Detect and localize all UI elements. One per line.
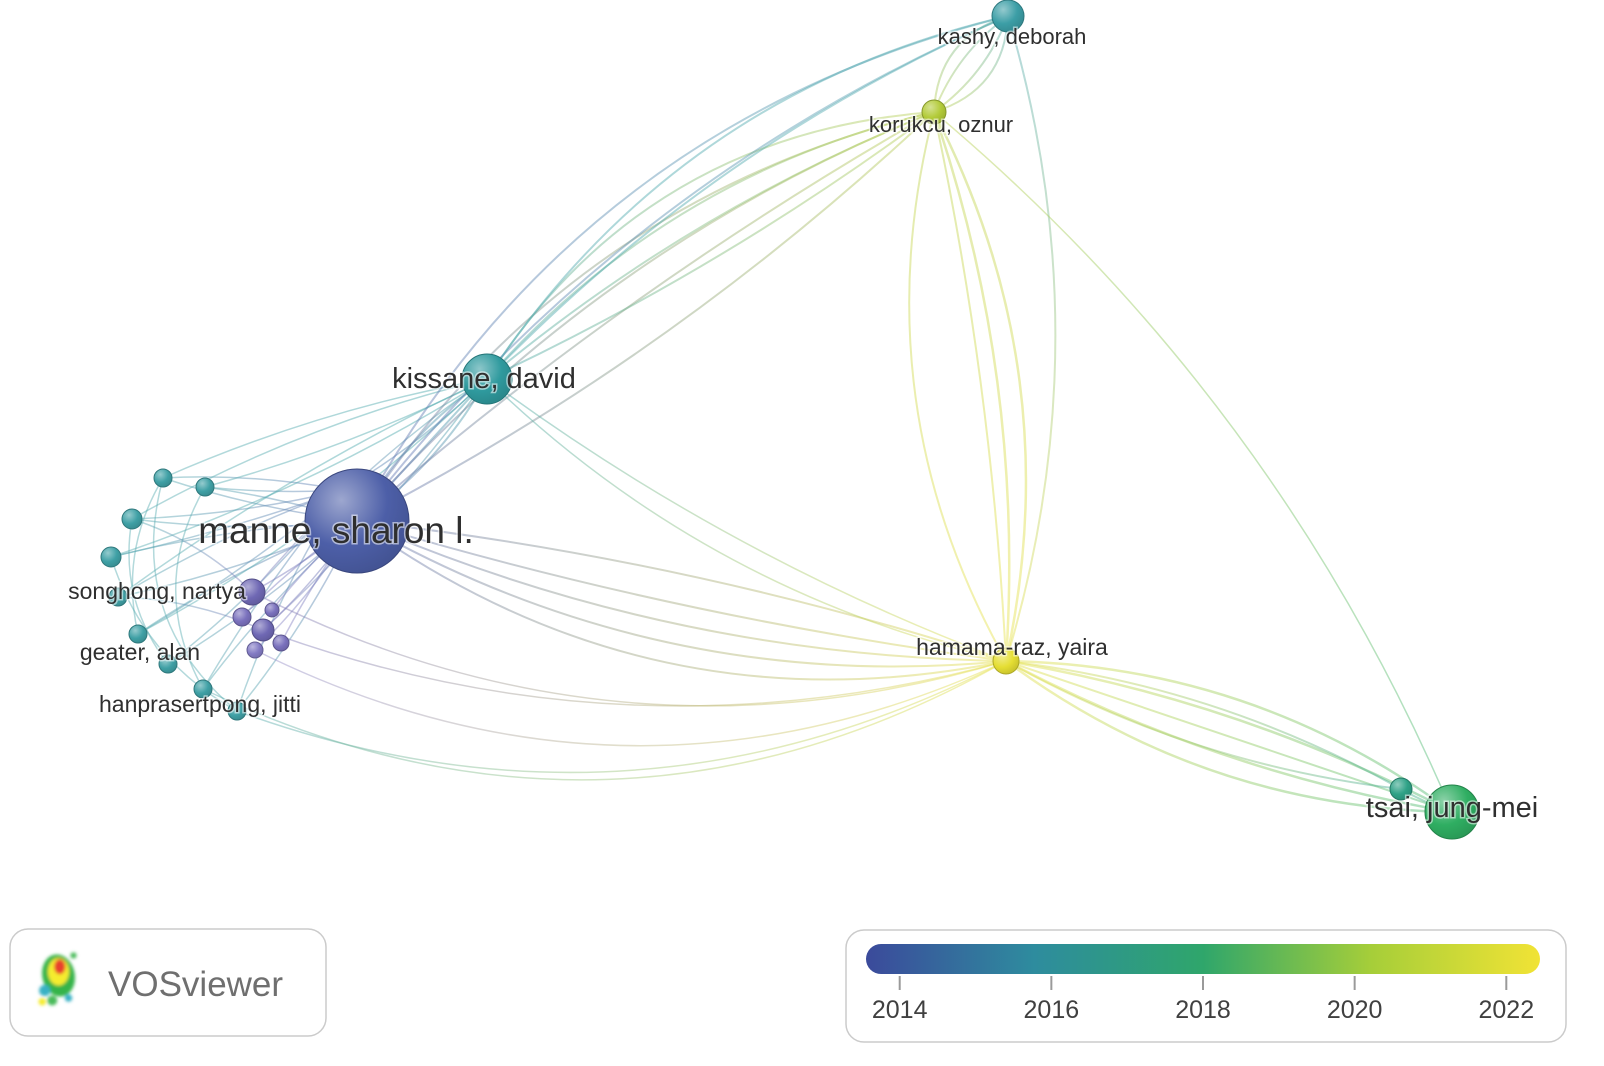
edges-layer [110, 15, 1454, 814]
author-label[interactable]: tsai, jung-mei [1364, 791, 1539, 826]
author-label[interactable]: kashy, deborah [936, 23, 1088, 51]
coauthorship-edge [1005, 660, 1453, 813]
author-node[interactable] [153, 468, 173, 488]
author-label[interactable]: hanprasertpong, jitti [97, 690, 302, 719]
coauthorship-edge [1005, 660, 1402, 790]
author-node[interactable] [272, 634, 290, 652]
coauthorship-edge [356, 520, 1007, 681]
author-node[interactable] [246, 641, 264, 659]
coauthorship-edge [254, 649, 1007, 747]
author-node[interactable] [251, 618, 275, 642]
coauthorship-edge [908, 111, 1007, 662]
author-node[interactable] [304, 468, 410, 574]
author-node[interactable] [461, 353, 513, 405]
author-node[interactable] [991, 0, 1025, 33]
coauthorship-edge [117, 378, 488, 598]
coauthorship-edge [486, 378, 1007, 662]
coauthorship-edge [486, 111, 935, 380]
author-node[interactable] [100, 546, 122, 568]
coauthorship-edge [202, 660, 1007, 781]
coauthorship-edge [486, 15, 1009, 380]
coauthorship-edge [486, 111, 935, 380]
coauthorship-edge [486, 378, 1007, 662]
vosviewer-logo-box: VOSviewer [9, 928, 327, 1037]
legend-tick-label: 2018 [1175, 996, 1231, 1024]
author-node[interactable] [232, 607, 252, 627]
coauthorship-edge [356, 520, 1007, 662]
author-node[interactable] [158, 654, 178, 674]
author-node[interactable] [195, 477, 215, 497]
author-label[interactable]: songhong, nartya [67, 577, 248, 606]
coauthorship-edge [356, 520, 1007, 662]
legend-gradient-bar [866, 944, 1540, 974]
coauthorship-edge [356, 111, 935, 522]
coauthorship-edge [175, 486, 206, 690]
author-node[interactable] [992, 647, 1020, 675]
nodes-layer [100, 0, 1480, 840]
author-node[interactable] [921, 99, 947, 125]
author-node[interactable] [193, 679, 213, 699]
author-label[interactable]: kissane, david [391, 362, 578, 397]
coauthorship-edge [128, 518, 169, 665]
coauthorship-edge [1005, 15, 1057, 662]
author-node[interactable] [1424, 784, 1480, 840]
author-node[interactable] [121, 508, 143, 530]
author-label[interactable]: manne, sharon l. [197, 509, 476, 553]
coauthorship-edge [932, 110, 1028, 663]
coauthorship-edge [262, 629, 1007, 707]
legend-ticks: 2014 2016 2018 2020 2022 [872, 976, 1534, 1024]
legend-tick-label: 2016 [1024, 996, 1080, 1024]
author-label[interactable]: korukcu, oznur [867, 111, 1014, 139]
author-label[interactable]: geater, alan [78, 638, 201, 667]
legend-tick-label: 2014 [872, 996, 928, 1024]
vosviewer-logo-text: VOSviewer [108, 965, 283, 1004]
legend-tick-label: 2022 [1478, 996, 1534, 1024]
coauthorship-edge [933, 111, 1453, 813]
coauthorship-edge [251, 591, 1007, 707]
legend-tick-label: 2020 [1327, 996, 1383, 1024]
logo-box-border [9, 928, 327, 1037]
coauthorship-edge [110, 556, 238, 712]
coauthorship-edge [1004, 659, 1454, 814]
coauthorship-edge [486, 15, 1009, 380]
coauthorship-edge [932, 110, 1011, 663]
labels-layer: kashy, deborah korukcu, oznur kissane, dav… [67, 23, 1540, 826]
author-label[interactable]: hamama-raz, yaira [915, 633, 1110, 662]
coauthorship-edge [356, 520, 1007, 662]
author-node[interactable] [1389, 777, 1413, 801]
author-node[interactable] [108, 587, 128, 607]
coauthorship-edge [1004, 659, 1454, 814]
coauthorship-edge [356, 520, 1007, 668]
coauthorship-edge [131, 477, 164, 635]
author-node[interactable] [128, 624, 148, 644]
author-node[interactable] [238, 578, 266, 606]
coauthorship-edge [1005, 660, 1402, 790]
coauthorship-edge [1004, 659, 1454, 814]
coauthorship-edge [110, 378, 488, 558]
coauthorship-edge [356, 111, 935, 522]
coauthorship-edge [131, 518, 253, 593]
coauthorship-edge [486, 111, 935, 380]
vosviewer-logo-icon [38, 952, 77, 1006]
coauthorship-edge [933, 111, 1007, 662]
author-node[interactable] [264, 602, 280, 618]
coauthorship-edge [162, 378, 488, 479]
score-legend: 2014 2016 2018 2020 2022 [845, 929, 1567, 1043]
author-node[interactable] [227, 701, 247, 721]
